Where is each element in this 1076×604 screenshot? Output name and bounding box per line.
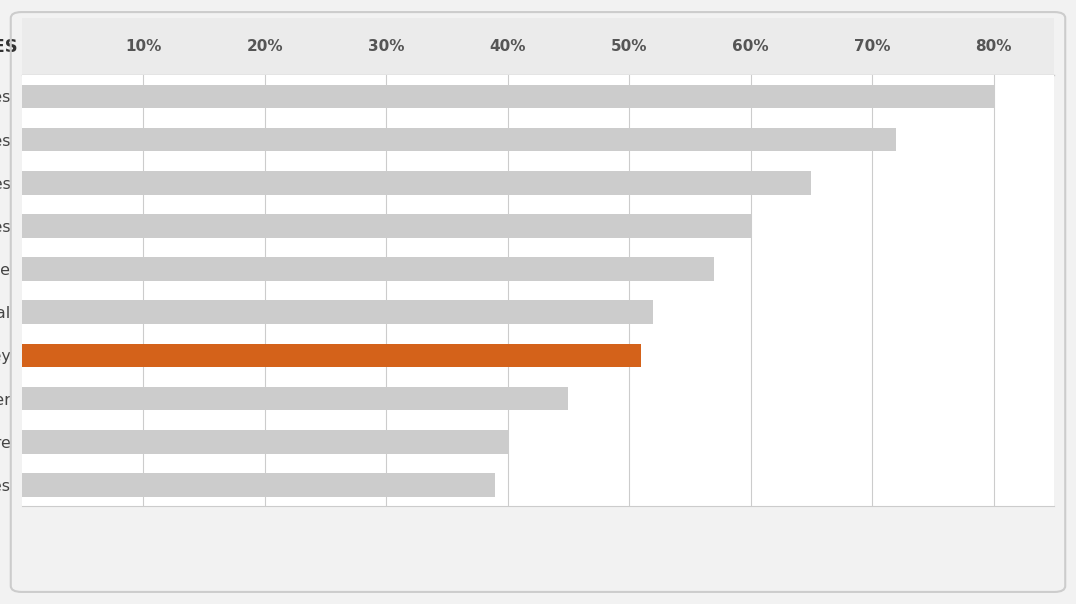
- Text: 60%: 60%: [733, 39, 769, 54]
- Text: 40%: 40%: [490, 39, 526, 54]
- Text: 30%: 30%: [368, 39, 405, 54]
- Bar: [22, 171, 811, 194]
- Text: NC OBJECTIVES: NC OBJECTIVES: [0, 37, 17, 56]
- Bar: [22, 85, 994, 108]
- Bar: [22, 257, 714, 281]
- Bar: [22, 128, 896, 152]
- Bar: [22, 430, 508, 454]
- Text: 50%: 50%: [611, 39, 648, 54]
- Text: 20%: 20%: [246, 39, 283, 54]
- Bar: [22, 387, 568, 410]
- Bar: [22, 344, 641, 367]
- Text: 80%: 80%: [976, 39, 1011, 54]
- Text: 10%: 10%: [125, 39, 161, 54]
- Bar: [22, 214, 751, 238]
- Text: 70%: 70%: [854, 39, 891, 54]
- Bar: [22, 473, 495, 496]
- Bar: [22, 300, 653, 324]
